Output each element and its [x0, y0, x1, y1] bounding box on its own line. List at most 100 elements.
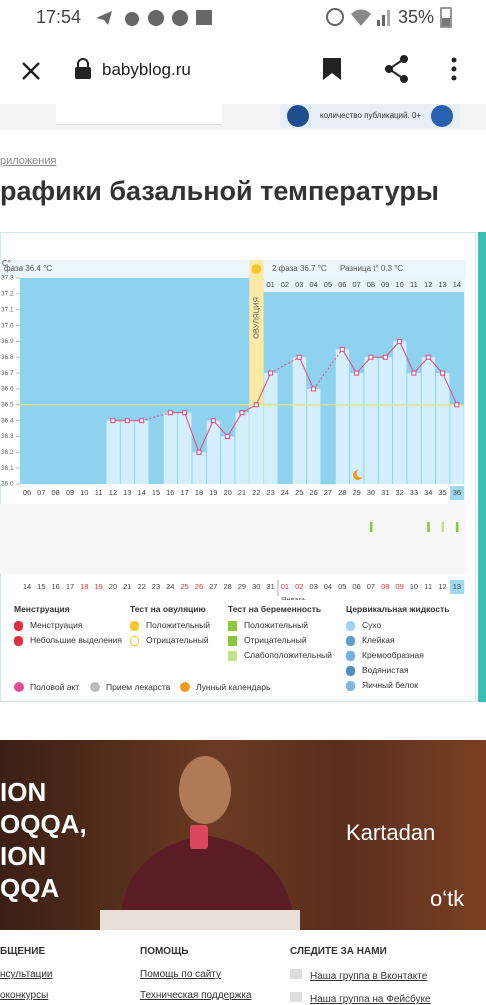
temperature-point: [124, 418, 130, 424]
x-tick-label: 26: [309, 488, 317, 497]
legend-icon: [14, 636, 23, 646]
footer-link[interactable]: Помощь по сайту: [140, 969, 221, 980]
temperature-line: [399, 341, 415, 374]
legend-icon: [130, 621, 139, 631]
x-tick-label: 33: [410, 488, 418, 497]
legend-icon: [90, 682, 100, 692]
date-label: 03: [309, 582, 317, 591]
bar: [163, 412, 178, 484]
bar: [135, 420, 149, 484]
y-tick-label: 36.3: [1, 433, 14, 440]
temperature-gap-line: [313, 349, 343, 390]
legend-item: Положительный: [244, 620, 308, 630]
temperature-gap-line: [270, 356, 300, 374]
temperature-line: [341, 349, 358, 374]
x-tick-label: 30: [367, 488, 375, 497]
date-label: 15: [37, 582, 45, 591]
footer-title: БЩЕНИЕ: [0, 946, 46, 957]
temperature-point: [425, 354, 431, 360]
date-label: 12: [438, 582, 446, 591]
phase2-day: 02: [281, 280, 289, 289]
legend-title: Тест на овуляцию: [130, 604, 206, 614]
legend-title: Менструация: [14, 604, 70, 614]
bar: [436, 373, 450, 484]
bar: [350, 373, 364, 484]
ad-banner[interactable]: количество публикаций. 0+: [280, 104, 460, 128]
phase2-day: 14: [453, 280, 461, 289]
ad-line: ION: [0, 777, 47, 807]
x-tick-label: 31: [381, 488, 389, 497]
y-tick-label: 37.3: [1, 275, 14, 282]
url[interactable]: babyblog.ru: [102, 60, 191, 79]
share-button[interactable]: [383, 54, 411, 84]
ad-line: QQA: [0, 873, 60, 903]
x-tick-label: 27: [324, 488, 332, 497]
legend-item: Слабоположительный: [244, 650, 332, 660]
legend-title: Тест на беременность: [228, 604, 322, 614]
legend-item: Водянистая: [362, 665, 409, 675]
temperature-point: [440, 370, 446, 376]
temperature-point: [253, 402, 259, 408]
x-tick-label: 24: [281, 488, 289, 497]
footer-link[interactable]: Наша группа на Фейсбуке: [290, 992, 431, 1005]
temperature-line: [427, 356, 443, 374]
y-tick-label: 36.2: [1, 449, 14, 456]
footer-link[interactable]: Наша группа в Вконтакте: [290, 969, 431, 982]
date-label: 10: [410, 582, 418, 591]
y-tick-label: 36.5: [1, 401, 14, 408]
footer-link[interactable]: нсультации: [0, 969, 53, 980]
legend-icon: [180, 682, 190, 692]
bar: [178, 412, 192, 484]
legend-item: Половой акт: [30, 682, 80, 692]
temperature-line: [413, 356, 429, 374]
x-tick-label: 28: [338, 488, 346, 497]
date-label: 01: [281, 582, 289, 591]
temperature-line: [227, 412, 243, 437]
date-label: 08: [381, 582, 389, 591]
bookmark-button[interactable]: [320, 56, 344, 82]
legend-icon: [14, 621, 23, 631]
link-text[interactable]: Наша группа в Вконтакте: [310, 971, 428, 982]
legend-icon: [228, 636, 237, 646]
footer-link[interactable]: Техническая поддержка: [140, 990, 252, 1001]
bar: [378, 357, 393, 484]
x-tick-label: 18: [195, 488, 203, 497]
temperature-line: [212, 420, 228, 437]
bar: [106, 420, 120, 484]
ad-image[interactable]: ION OQQA, ION QQA Kartadan o‘tk: [0, 740, 486, 930]
temperature-line: [298, 357, 315, 390]
date-label: 23: [152, 582, 160, 591]
y-tick-label: 36.0: [1, 481, 14, 488]
y-tick-label: 37.1: [1, 306, 14, 313]
top-ad-strip: количество публикаций. 0+: [0, 104, 486, 130]
legend-icon: [14, 682, 24, 692]
phase2-row-bg: [263, 278, 465, 292]
temperature-point: [225, 433, 231, 439]
bar: [264, 373, 278, 484]
temperature-gap-line: [141, 412, 171, 422]
legend-icon: [346, 651, 355, 661]
close-button[interactable]: [20, 60, 42, 82]
temperature-point: [397, 338, 403, 344]
x-tick-label: 17: [180, 488, 188, 497]
breadcrumb[interactable]: риложения: [0, 155, 57, 167]
menu-button[interactable]: [450, 56, 458, 84]
phase2-day: 05: [324, 280, 332, 289]
side-strip: [478, 232, 486, 702]
y-tick-label: 36.7: [1, 370, 14, 377]
legend-icon: [346, 621, 355, 631]
footer: БЩЕНИЕ нсультации оконкурсы ПОМОЩЬ Помощ…: [0, 946, 486, 1005]
x-tick-label: 32: [395, 488, 403, 497]
x-tick-label: 29: [352, 488, 360, 497]
date-label: 09: [395, 582, 403, 591]
y-axis-bg: [0, 278, 18, 484]
date-label: 21: [123, 582, 131, 591]
phase2-day: 06: [338, 280, 346, 289]
vk-icon: [290, 969, 302, 979]
ad-right-text: Kartadan: [346, 820, 436, 845]
phase2-day: 08: [367, 280, 375, 289]
ad-box: [56, 104, 222, 125]
status-bar: 17:54 35%: [0, 0, 486, 36]
footer-link[interactable]: оконкурсы: [0, 990, 49, 1001]
